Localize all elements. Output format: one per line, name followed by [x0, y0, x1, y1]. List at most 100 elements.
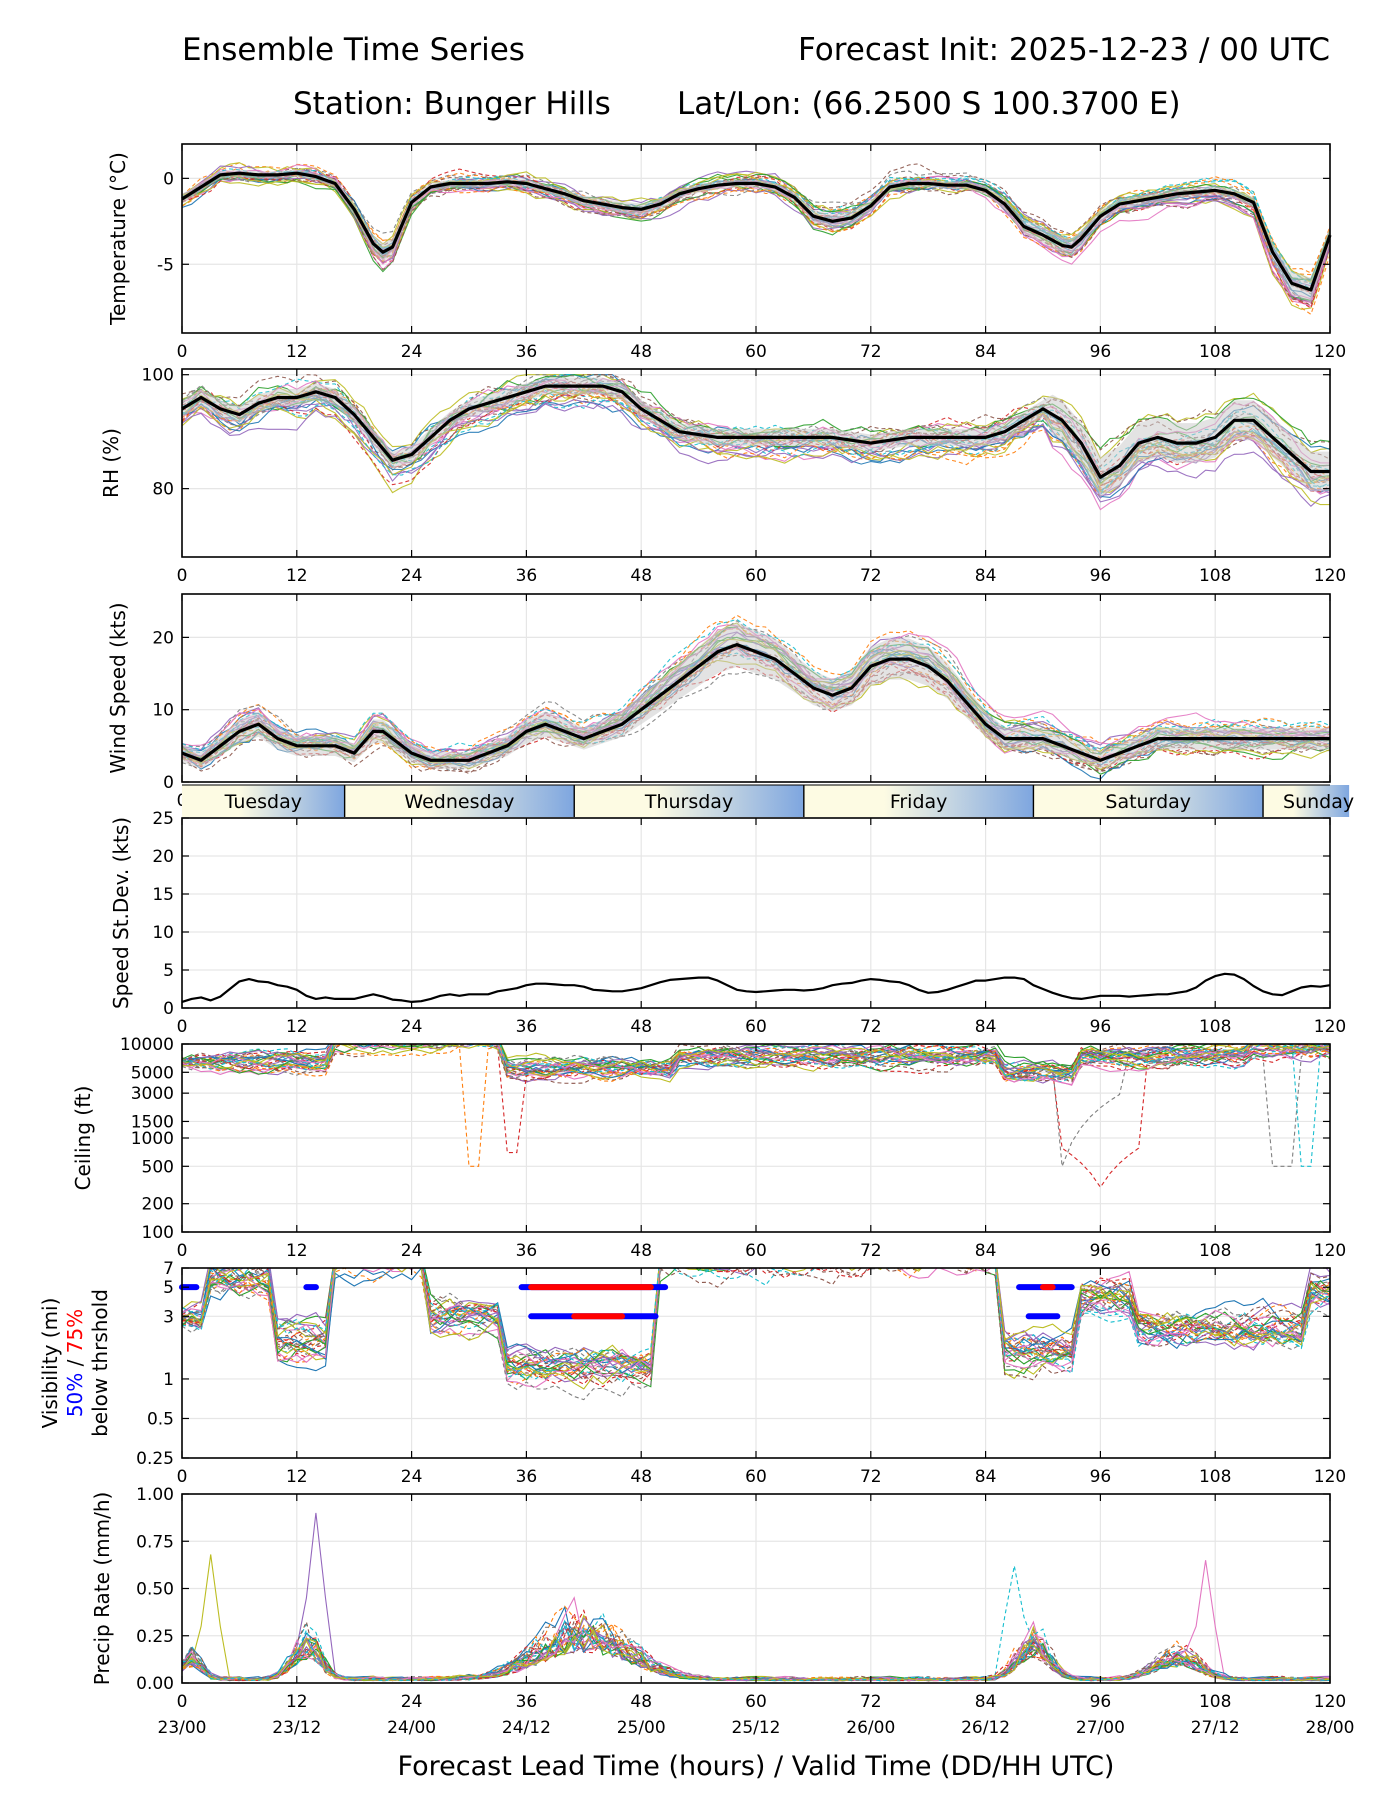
day-label: Wednesday: [404, 791, 514, 813]
x-tick-label: 36: [516, 1467, 538, 1487]
ensemble-members-vis: [182, 1268, 1330, 1401]
spread-band: [182, 622, 1330, 769]
ensemble-mean-line: [181, 171, 1332, 292]
panel-rh: 0 12 24 36 48 60 72 84 96 108 120 100 80 RH (%): [99, 366, 1346, 586]
x-tick-label: 84: [975, 566, 997, 586]
member-line: [182, 1044, 1330, 1082]
x-tick-label: 36: [516, 566, 538, 586]
x-tick-label: 0: [177, 342, 188, 362]
x-tick-label: 60: [745, 342, 767, 362]
y-tick-label: 10000: [120, 1035, 174, 1055]
x-tick-label: 96: [1090, 1692, 1112, 1712]
valid-time-label: 28/00: [1306, 1718, 1355, 1738]
y-tick-label: 0.25: [136, 1449, 174, 1469]
y-axis-label: Wind Speed (kts): [106, 602, 130, 773]
panel-wind: 0122436486072849610812020100Wind Speed (…: [106, 593, 1346, 811]
member-line: [182, 170, 1330, 284]
x-tick-label: 24: [401, 1467, 423, 1487]
ensemble-mean-line: [181, 643, 1330, 762]
x-tick-label: 24: [401, 1692, 423, 1712]
panel-temp: 0 12 24 36 48 60 72 84 96 108 120 0 -5 Temperature (°…: [106, 143, 1346, 362]
x-tick-label: 84: [975, 1467, 997, 1487]
x-tick-label: 12: [286, 1692, 308, 1712]
y-tick-label: 0.25: [136, 1627, 174, 1647]
x-tick-label: 0: [177, 566, 188, 586]
y-axis-label: Temperature (°C): [106, 152, 130, 326]
day-label: Tuesday: [224, 791, 302, 813]
member-line: [182, 1268, 1330, 1383]
x-tick-label: 108: [1199, 566, 1231, 586]
member-line: [182, 1268, 1330, 1380]
x-tick-label: 60: [745, 1692, 767, 1712]
panel-precip: 0 12 24 36 48 60 72 84 96 108 120 1.00 0.75 0.50 0.25 0…: [90, 1485, 1346, 1712]
x-tick-label: 96: [1090, 342, 1112, 362]
day-segment: [574, 785, 804, 817]
x-tick-label: 120: [1314, 566, 1346, 586]
latlon-label: Lat/Lon: (66.2500 S 100.3700 E): [677, 86, 1181, 122]
x-tick-label: 72: [860, 1017, 882, 1037]
day-segment: [344, 785, 575, 817]
x-tick-label: 24: [401, 1017, 423, 1037]
valid-time-label: 24/00: [387, 1718, 436, 1738]
member-line: [182, 1268, 1330, 1381]
station-label: Station: Bunger Hills: [293, 86, 611, 122]
x-tick-label: 96: [1090, 1467, 1112, 1487]
member-line: [182, 1044, 1330, 1086]
y-tick-label: 200: [142, 1195, 174, 1215]
valid-time-label: 25/12: [732, 1718, 781, 1738]
member-line: [182, 1268, 1330, 1388]
y-tick-label: 5: [163, 961, 174, 981]
y-tick-label: 100: [142, 1223, 174, 1243]
member-line: [182, 614, 1330, 758]
valid-time-label: 26/12: [961, 1718, 1010, 1738]
x-tick-label: 36: [516, 1692, 538, 1712]
y-axis-label-sub: below thrshold: [88, 1289, 112, 1437]
x-tick-label: 48: [630, 1017, 652, 1037]
member-line: [182, 1044, 1330, 1189]
x-tick-label: 84: [975, 1692, 997, 1712]
member-line: [182, 1268, 1330, 1380]
member-line: [182, 1268, 1330, 1376]
x-tick-label: 24: [401, 566, 423, 586]
member-line: [182, 1268, 1330, 1375]
y-tick-label: 5: [163, 1278, 174, 1298]
forecast-init-label: Forecast Init: 2025-12-23 / 00 UTC: [798, 32, 1330, 68]
x-tick-label: 0: [177, 1241, 188, 1261]
x-tick-label: 60: [745, 1017, 767, 1037]
x-tick-label: 72: [860, 342, 882, 362]
x-tick-label: 24: [401, 1241, 423, 1261]
y-tick-label: 0.5: [147, 1409, 174, 1429]
member-line: [182, 1268, 1330, 1381]
day-segment: [803, 785, 1034, 817]
x-tick-label: 12: [286, 1241, 308, 1261]
panel-vis: 0 12 24 36 48 60 72 84 96 108 120 0.25 0.5 1 3 57 Visibi…: [38, 1259, 1346, 1487]
y-tick-label: 3000: [131, 1084, 174, 1104]
valid-time-label: 27/00: [1076, 1718, 1125, 1738]
x-tick-label: 120: [1314, 1692, 1346, 1712]
member-line: [182, 1268, 1330, 1372]
member-line: [182, 1044, 1330, 1075]
x-tick-label: 12: [286, 1017, 308, 1037]
x-tick-label: 84: [975, 1017, 997, 1037]
member-line: [182, 1268, 1330, 1380]
y-axis-label: RH (%): [99, 428, 123, 498]
y-tick-label: 0.50: [136, 1580, 174, 1600]
x-tick-label: 12: [286, 1467, 308, 1487]
member-line: [182, 1268, 1330, 1390]
y-tick-label: 1.00: [136, 1485, 174, 1505]
y-tick-label: 5000: [131, 1063, 174, 1083]
x-tick-label: 36: [516, 1017, 538, 1037]
day-label: Friday: [890, 791, 948, 813]
y-tick-label: 1500: [131, 1112, 174, 1132]
day-label: Sunday: [1283, 791, 1354, 813]
member-line: [182, 162, 1330, 276]
x-tick-label: 120: [1314, 342, 1346, 362]
x-tick-label: 72: [860, 1467, 882, 1487]
y-tick-label: 100: [142, 366, 174, 386]
x-tick-label: 108: [1199, 1241, 1231, 1261]
y-tick-label: 7: [163, 1259, 174, 1279]
valid-time-label: 23/12: [272, 1718, 321, 1738]
x-tick-label: 108: [1199, 1467, 1231, 1487]
y-tick-label: 15: [152, 885, 174, 905]
